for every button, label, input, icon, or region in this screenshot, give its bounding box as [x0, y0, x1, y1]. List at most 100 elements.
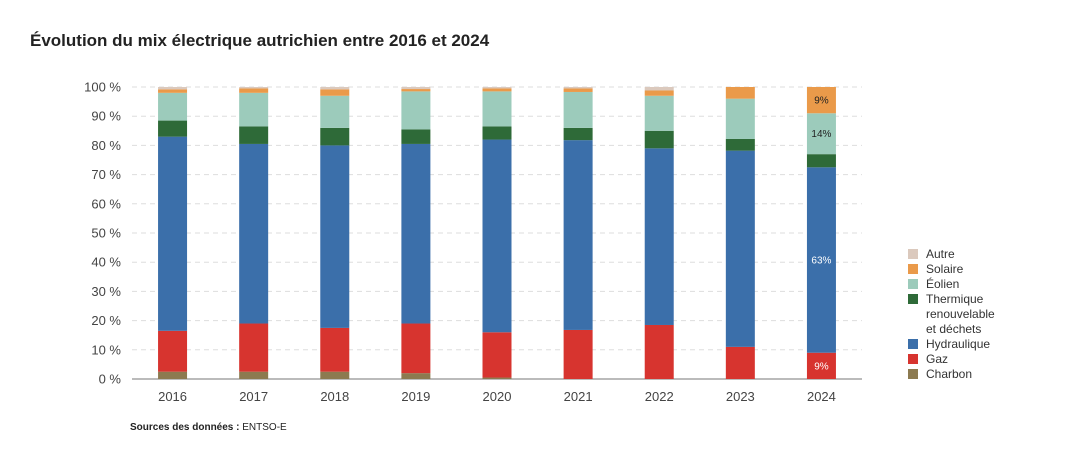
- source-note: Sources des données : ENTSO-E: [130, 422, 287, 433]
- bar-segment: [401, 87, 431, 90]
- source-value: ENTSO-E: [242, 422, 287, 433]
- y-tick-label: 100 %: [84, 80, 121, 95]
- y-tick-label: 30 %: [91, 284, 121, 299]
- x-axis: 2016 2017 2018 2019 2020 2021 2022 2023 2024: [158, 389, 836, 404]
- bar-segment: [806, 167, 836, 353]
- bar-segment: [239, 92, 269, 127]
- bar-segment: [482, 126, 512, 140]
- bar-segment: [320, 95, 350, 128]
- bar-segment: [482, 87, 512, 89]
- legend-label: Thermique: [926, 292, 984, 306]
- data-label: 9%: [814, 96, 829, 107]
- legend-swatch: [908, 294, 918, 304]
- bar-segment: [644, 90, 674, 96]
- bar-segment: [320, 371, 350, 379]
- bar-segment: [806, 154, 836, 168]
- y-tick-label: 0 %: [99, 372, 122, 387]
- bar-segment: [320, 89, 350, 96]
- y-tick-label: 10 %: [91, 342, 121, 357]
- y-tick-label: 90 %: [91, 109, 121, 124]
- legend-label: renouvelable: [926, 307, 995, 321]
- x-tick-label: 2019: [401, 389, 430, 404]
- legend-swatch: [908, 369, 918, 379]
- bar-segment: [158, 136, 188, 331]
- x-tick-label: 2021: [564, 389, 593, 404]
- source-label: Sources des données :: [130, 422, 242, 433]
- bar-segment: [482, 139, 512, 333]
- bar-segment: [806, 87, 836, 114]
- bar-segment: [158, 120, 188, 137]
- bar-segment: [158, 371, 188, 379]
- y-tick-label: 50 %: [91, 226, 121, 241]
- bar-segment: [401, 129, 431, 144]
- legend-label: Autre: [926, 247, 955, 261]
- bar-segment: [239, 143, 269, 324]
- bar-segment: [401, 89, 431, 92]
- bar-segment: [320, 87, 350, 90]
- bar-segment: [320, 145, 350, 328]
- bar-segment: [563, 87, 593, 89]
- bar-segment: [563, 127, 593, 141]
- bar-segment: [644, 148, 674, 325]
- data-labels: 9% 63% 14% 9%: [811, 96, 831, 373]
- bar-segment: [482, 377, 512, 379]
- x-tick-label: 2023: [726, 389, 755, 404]
- bar-segment: [482, 88, 512, 92]
- legend-swatch: [908, 279, 918, 289]
- bar-segment: [563, 140, 593, 330]
- legend-swatch: [908, 339, 918, 349]
- bar-segment: [644, 324, 674, 379]
- y-tick-label: 70 %: [91, 167, 121, 182]
- x-tick-label: 2018: [320, 389, 349, 404]
- y-tick-label: 40 %: [91, 255, 121, 270]
- bar-segment: [563, 91, 593, 128]
- bars: [158, 87, 836, 379]
- y-tick-label: 80 %: [91, 138, 121, 153]
- bar-segment: [158, 87, 188, 90]
- legend-label: Gaz: [926, 352, 948, 366]
- legend: AutreSolaireÉolienThermiquerenouvelablee…: [908, 247, 995, 381]
- bar-segment: [644, 130, 674, 149]
- data-label: 14%: [811, 129, 831, 140]
- bar-segment: [239, 87, 269, 89]
- bar-segment: [320, 127, 350, 146]
- bar-segment: [239, 88, 269, 93]
- bar-segment: [725, 98, 755, 139]
- bar-segment: [725, 150, 755, 347]
- bar-segment: [401, 143, 431, 324]
- legend-swatch: [908, 249, 918, 259]
- y-axis: 0 % 10 % 20 % 30 % 40 % 50 % 60 % 70 % 80 % 90 % 1…: [84, 80, 121, 387]
- bar-segment: [158, 92, 188, 121]
- legend-swatch: [908, 354, 918, 364]
- bar-segment: [725, 138, 755, 151]
- bar-segment: [320, 327, 350, 372]
- bar-segment: [806, 113, 836, 155]
- y-tick-label: 60 %: [91, 196, 121, 211]
- x-tick-label: 2022: [645, 389, 674, 404]
- bar-segment: [158, 89, 188, 93]
- legend-label: Éolien: [926, 276, 959, 291]
- bar-segment: [239, 323, 269, 372]
- bar-segment: [563, 88, 593, 92]
- bar-segment: [482, 332, 512, 378]
- x-tick-label: 2024: [807, 389, 836, 404]
- legend-label: Solaire: [926, 262, 964, 276]
- y-tick-label: 20 %: [91, 313, 121, 328]
- bar-segment: [644, 95, 674, 131]
- bar-segment: [725, 346, 755, 379]
- bar-segment: [806, 352, 836, 379]
- bar-segment: [401, 91, 431, 130]
- bar-segment: [401, 373, 431, 379]
- data-label: 63%: [811, 256, 831, 267]
- legend-label: Hydraulique: [926, 337, 990, 351]
- x-tick-label: 2016: [158, 389, 187, 404]
- bar-segment: [644, 87, 674, 91]
- legend-label: et déchets: [926, 322, 981, 336]
- x-tick-label: 2020: [483, 389, 512, 404]
- bar-segment: [239, 371, 269, 379]
- chart-title: Évolution du mix électrique autrichien e…: [30, 31, 490, 50]
- bar-segment: [401, 323, 431, 374]
- legend-label: Charbon: [926, 367, 972, 381]
- bar-segment: [482, 91, 512, 127]
